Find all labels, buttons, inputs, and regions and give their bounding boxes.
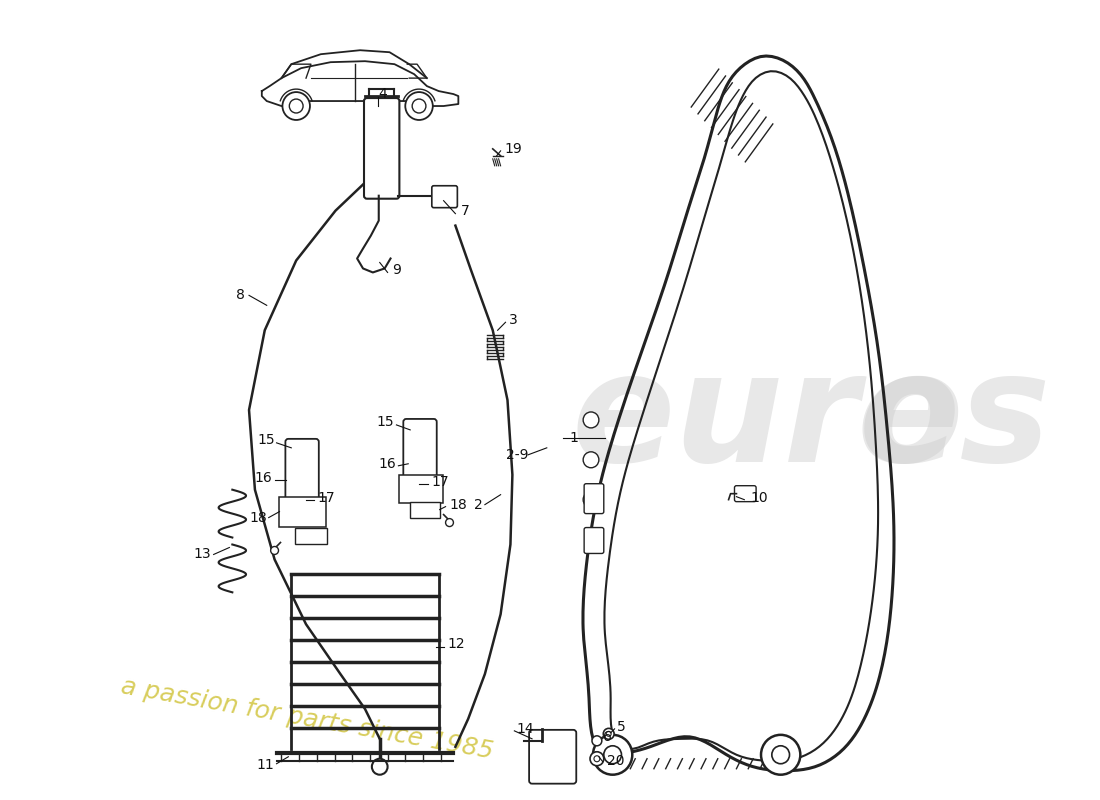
Text: 13: 13 — [194, 547, 211, 562]
Circle shape — [604, 746, 622, 764]
Circle shape — [594, 756, 600, 762]
Text: 4: 4 — [378, 87, 387, 101]
Text: 18: 18 — [249, 510, 266, 525]
Text: euro: euro — [571, 346, 964, 494]
Text: 10: 10 — [750, 490, 768, 505]
FancyBboxPatch shape — [735, 486, 756, 502]
Circle shape — [446, 518, 453, 526]
Circle shape — [583, 452, 598, 468]
FancyBboxPatch shape — [285, 439, 319, 502]
Text: 1: 1 — [570, 431, 579, 445]
Text: 6: 6 — [603, 730, 612, 744]
Text: 18: 18 — [450, 498, 468, 512]
FancyBboxPatch shape — [584, 527, 604, 554]
Text: 9: 9 — [393, 263, 402, 278]
Circle shape — [289, 99, 304, 113]
Circle shape — [592, 736, 602, 746]
FancyBboxPatch shape — [432, 186, 458, 208]
Circle shape — [772, 746, 790, 764]
Circle shape — [583, 412, 598, 428]
Text: 11: 11 — [256, 758, 275, 772]
Circle shape — [405, 92, 432, 120]
Text: 15: 15 — [377, 415, 395, 429]
Circle shape — [271, 546, 278, 554]
Text: 3: 3 — [508, 314, 517, 327]
Circle shape — [283, 92, 310, 120]
FancyBboxPatch shape — [404, 419, 437, 480]
Text: 5: 5 — [617, 720, 625, 734]
Text: 2: 2 — [474, 498, 483, 512]
Text: es: es — [856, 346, 1050, 494]
FancyBboxPatch shape — [584, 484, 604, 514]
Circle shape — [372, 758, 387, 774]
Text: 2-9: 2-9 — [506, 448, 528, 462]
Text: 17: 17 — [432, 474, 450, 489]
FancyBboxPatch shape — [529, 730, 576, 784]
Text: 16: 16 — [378, 457, 396, 470]
Text: 15: 15 — [257, 433, 275, 447]
Text: a passion for parts since 1985: a passion for parts since 1985 — [119, 674, 495, 763]
Text: 8: 8 — [236, 288, 245, 302]
Circle shape — [606, 731, 612, 736]
FancyBboxPatch shape — [399, 474, 442, 502]
FancyBboxPatch shape — [295, 527, 327, 543]
FancyBboxPatch shape — [364, 98, 399, 198]
Circle shape — [412, 99, 426, 113]
Circle shape — [590, 752, 604, 766]
Text: 19: 19 — [505, 142, 522, 156]
FancyBboxPatch shape — [410, 502, 440, 518]
Circle shape — [583, 492, 598, 508]
Text: 16: 16 — [255, 470, 273, 485]
Text: 20: 20 — [607, 754, 624, 768]
Circle shape — [603, 728, 614, 739]
Circle shape — [761, 735, 801, 774]
Text: 7: 7 — [461, 204, 470, 218]
Text: 14: 14 — [516, 722, 534, 736]
Text: 17: 17 — [318, 490, 336, 505]
Circle shape — [593, 735, 632, 774]
Text: 12: 12 — [448, 637, 465, 651]
FancyBboxPatch shape — [278, 497, 326, 526]
